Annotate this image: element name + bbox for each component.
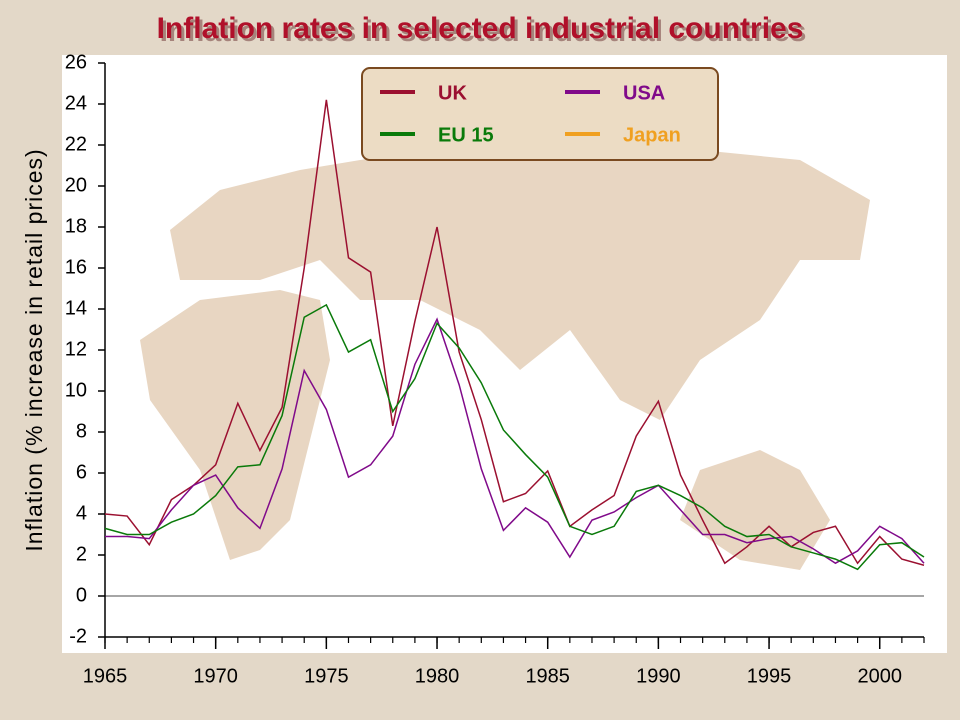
legend-box — [361, 67, 719, 161]
series-line — [104, 99, 925, 566]
x-tick-label: 1965 — [83, 665, 128, 687]
y-tick-label: 22 — [65, 133, 87, 155]
x-tick-label: 2000 — [857, 665, 902, 687]
x-tick-label: 1985 — [525, 665, 570, 687]
y-tick-label: 18 — [65, 215, 87, 237]
y-tick-label: 26 — [65, 51, 87, 73]
y-tick-label: 0 — [76, 584, 87, 606]
x-tick-label: 1970 — [193, 665, 238, 687]
x-tick-label: 1995 — [747, 665, 792, 687]
series-line — [105, 317, 925, 565]
series-line — [104, 303, 925, 571]
y-tick-label: 2 — [76, 543, 87, 565]
y-tick-label: 4 — [76, 502, 87, 524]
chart-title: Inflation rates in selected industrial c… — [157, 12, 804, 45]
legend-label: USA — [623, 82, 665, 104]
title-shadow: Inflation rates in selected industrial c… — [160, 15, 807, 48]
map-background — [140, 140, 870, 570]
y-tick-label: 12 — [65, 338, 87, 360]
legend-label: UK — [438, 82, 467, 104]
x-tick-label: 1980 — [415, 665, 460, 687]
y-tick-label: 20 — [65, 174, 87, 196]
y-tick-label: -2 — [69, 625, 87, 647]
legend-label: Japan — [623, 124, 681, 146]
y-tick-label: 8 — [76, 420, 87, 442]
x-tick-label: 1975 — [304, 665, 349, 687]
y-tick-label: 24 — [65, 92, 87, 114]
y-tick-label: 14 — [65, 297, 87, 319]
y-tick-label: 6 — [76, 461, 87, 483]
y-tick-label: 16 — [65, 256, 87, 278]
legend-label: EU 15 — [438, 124, 494, 146]
y-tick-label: 10 — [65, 379, 87, 401]
y-axis-label: Inflation (% increase in retail prices) — [21, 148, 47, 551]
x-tick-label: 1990 — [636, 665, 681, 687]
